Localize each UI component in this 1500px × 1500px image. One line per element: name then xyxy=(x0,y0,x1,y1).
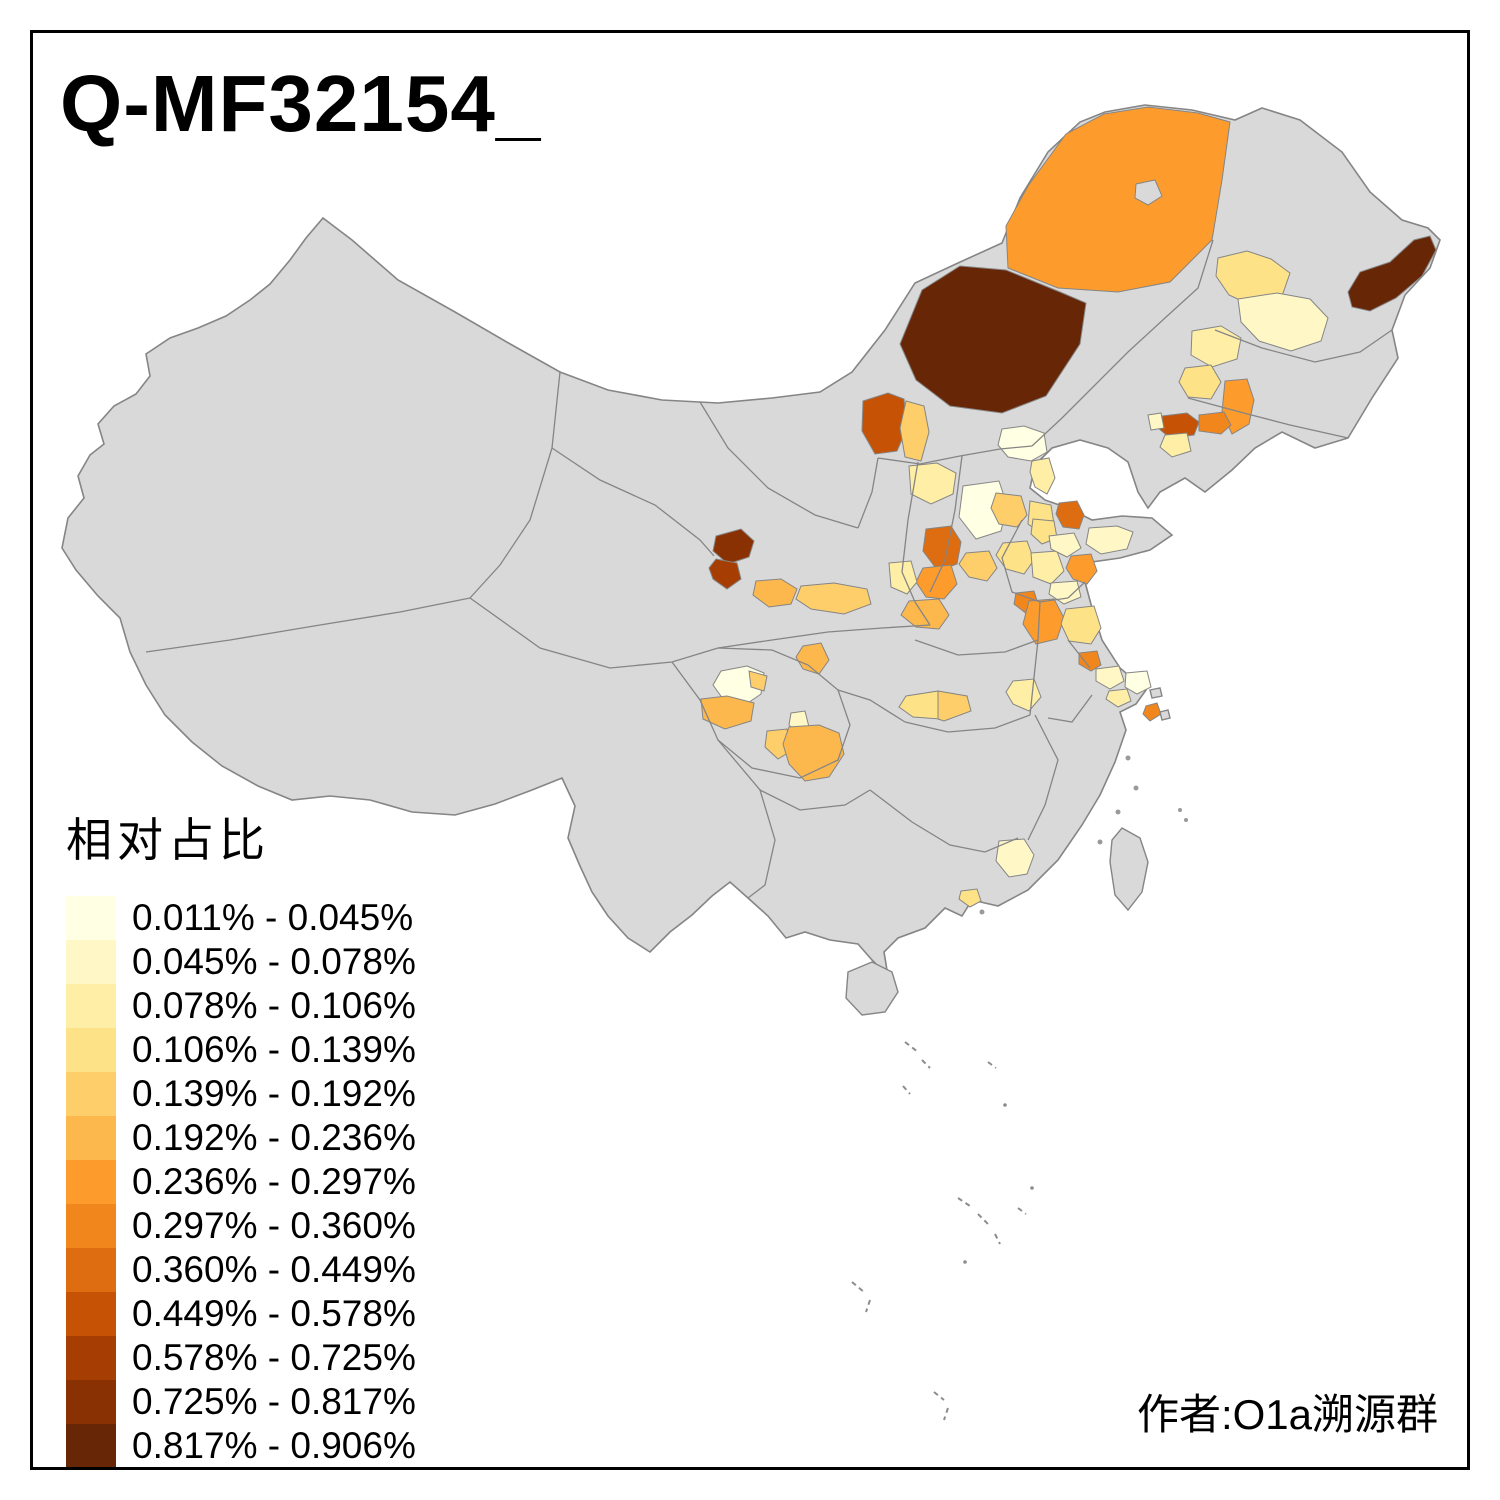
map-region xyxy=(1198,411,1232,435)
legend-item: 0.360% - 0.449% xyxy=(66,1248,416,1292)
map-region xyxy=(1124,670,1152,695)
south-china-sea-islands xyxy=(851,1041,1034,1421)
legend-label: 0.045% - 0.078% xyxy=(132,941,416,982)
legend-swatch xyxy=(66,1160,116,1204)
map-region xyxy=(1159,432,1192,458)
map-region xyxy=(899,265,1087,414)
map-region xyxy=(900,598,950,630)
map-region xyxy=(1190,325,1242,368)
map-region xyxy=(995,540,1035,575)
map-region xyxy=(712,528,755,565)
province-borders xyxy=(145,239,1393,899)
map-region xyxy=(1022,598,1065,645)
map-region xyxy=(1055,500,1085,530)
legend-swatch xyxy=(66,1072,116,1116)
legend-swatch xyxy=(66,1248,116,1292)
legend-label: 0.578% - 0.725% xyxy=(132,1337,416,1378)
taiwan-island xyxy=(1109,827,1149,912)
map-region xyxy=(922,525,962,572)
legend-label: 0.106% - 0.139% xyxy=(132,1029,416,1070)
legend-label: 0.817% - 0.906% xyxy=(132,1425,416,1466)
legend-swatch xyxy=(66,1028,116,1072)
legend-swatch xyxy=(66,1336,116,1380)
map-region xyxy=(782,724,845,782)
map-region xyxy=(795,582,872,615)
map-region xyxy=(1095,665,1125,690)
legend-item: 0.139% - 0.192% xyxy=(66,1072,416,1116)
legend-item: 0.297% - 0.360% xyxy=(66,1204,416,1248)
attribution: 作者:O1a溯源群 xyxy=(1136,1391,1438,1438)
legend-item: 0.449% - 0.578% xyxy=(66,1292,416,1336)
map-region xyxy=(995,838,1035,878)
legend-swatch xyxy=(66,1116,116,1160)
map-region xyxy=(1030,550,1065,585)
legend: 相对占比 0.011% - 0.045% 0.045% - 0.078% 0.078… xyxy=(66,804,416,1468)
legend-item: 0.106% - 0.139% xyxy=(66,1028,416,1072)
map-region xyxy=(700,695,755,730)
map-region xyxy=(958,550,998,582)
legend-label: 0.236% - 0.297% xyxy=(132,1161,416,1202)
map-region xyxy=(898,690,941,720)
legend-swatch xyxy=(66,1424,116,1468)
legend-label: 0.078% - 0.106% xyxy=(132,985,416,1026)
map-region xyxy=(1029,457,1056,495)
map-region xyxy=(958,888,982,908)
map-region xyxy=(1085,525,1134,555)
legend-swatch xyxy=(66,940,116,984)
coastal-islets xyxy=(979,687,1188,915)
legend-label: 0.011% - 0.045% xyxy=(132,897,414,938)
legend-item: 0.236% - 0.297% xyxy=(66,1160,416,1204)
legend-item: 0.078% - 0.106% xyxy=(66,984,416,1028)
legend-swatch xyxy=(66,1204,116,1248)
legend-item: 0.045% - 0.078% xyxy=(66,940,416,984)
map-region xyxy=(1078,650,1102,672)
map-region xyxy=(888,560,918,595)
legend-item: 0.578% - 0.725% xyxy=(66,1336,416,1380)
map-region xyxy=(1178,364,1222,400)
legend-swatch xyxy=(66,984,116,1028)
map-region xyxy=(1237,292,1329,352)
legend-swatch xyxy=(66,1380,116,1424)
legend-label: 0.360% - 0.449% xyxy=(132,1249,416,1290)
map-region xyxy=(899,400,930,462)
map-region xyxy=(1048,580,1082,605)
legend-label: 0.297% - 0.360% xyxy=(132,1205,416,1246)
legend-title: 相对占比 xyxy=(66,814,270,866)
colored-regions xyxy=(700,106,1437,908)
map-region xyxy=(764,728,792,760)
legend-label: 0.192% - 0.236% xyxy=(132,1117,416,1158)
legend-item: 0.011% - 0.045% xyxy=(66,896,416,940)
map-region xyxy=(1065,553,1098,585)
map-region xyxy=(752,578,798,608)
legend-item: 0.192% - 0.236% xyxy=(66,1116,416,1160)
map-region xyxy=(1005,106,1231,293)
page-title: Q-MF32154_ xyxy=(60,59,542,148)
legend-item: 0.817% - 0.906% xyxy=(66,1424,416,1468)
legend-swatch xyxy=(66,1292,116,1336)
legend-items: 0.011% - 0.045% 0.045% - 0.078% 0.078% - 0… xyxy=(66,896,416,1468)
legend-swatch xyxy=(66,896,116,940)
hainan-island xyxy=(845,961,899,1016)
map-region xyxy=(937,690,972,722)
map-region xyxy=(908,462,957,505)
map-region xyxy=(1347,235,1437,312)
legend-item: 0.725% - 0.817% xyxy=(66,1380,416,1424)
map-region xyxy=(990,492,1028,528)
map-region xyxy=(1147,412,1165,431)
map-enclave xyxy=(1134,179,1163,206)
map-region xyxy=(997,425,1048,462)
legend-label: 0.449% - 0.578% xyxy=(132,1293,416,1334)
legend-label: 0.139% - 0.192% xyxy=(132,1073,416,1114)
legend-label: 0.725% - 0.817% xyxy=(132,1381,416,1422)
map-region xyxy=(1048,532,1082,558)
map-region xyxy=(708,558,742,590)
map-region xyxy=(1105,688,1132,708)
map-region xyxy=(748,670,768,692)
map-region xyxy=(1060,605,1102,645)
map-region xyxy=(1142,702,1162,722)
